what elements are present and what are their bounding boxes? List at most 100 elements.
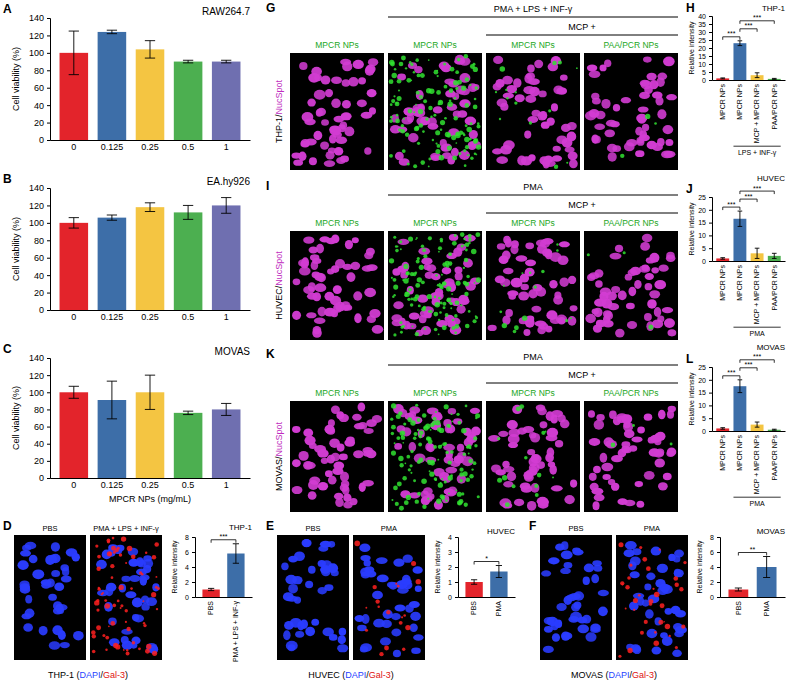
- signal: [402, 279, 404, 281]
- signal: [499, 310, 502, 313]
- signal: [454, 314, 458, 318]
- nucleus: [523, 426, 535, 433]
- y-tick: 10: [698, 402, 712, 409]
- nucleus: [297, 621, 304, 630]
- nucleus: [321, 76, 331, 85]
- tick-label: 6: [185, 549, 189, 556]
- signal: [435, 274, 438, 277]
- signal: [429, 472, 434, 477]
- caption-part: ): [391, 670, 394, 680]
- y-tick: 80: [34, 66, 50, 76]
- signal: [412, 325, 414, 327]
- nucleus: [592, 309, 599, 315]
- signal: [446, 424, 450, 428]
- nucleus: [342, 62, 352, 72]
- nucleus: [470, 408, 480, 414]
- nucleus: [592, 560, 601, 566]
- nucleus: [666, 450, 674, 457]
- signal: [399, 62, 404, 67]
- nucleus: [536, 239, 547, 246]
- axis-line: [455, 538, 459, 598]
- bar: [136, 49, 165, 140]
- nucleus: [152, 583, 159, 591]
- signal: [633, 598, 638, 603]
- signal: [552, 61, 557, 66]
- x-tick: MPCR NPs: [719, 84, 726, 120]
- signal: [475, 232, 480, 237]
- nucleus: [652, 143, 663, 151]
- signal: [618, 655, 621, 658]
- image-background: [486, 401, 580, 512]
- signal: [408, 468, 411, 471]
- signal: [417, 492, 421, 496]
- nucleus: [334, 116, 345, 123]
- signal: [435, 130, 440, 135]
- tick-mark: [47, 70, 50, 71]
- bar-chart: 02040608010012014000.1250.250.51MOVASCel…: [3, 342, 251, 504]
- nucleus: [451, 148, 459, 157]
- nucleus: [352, 237, 359, 243]
- tick-label: 1: [224, 312, 229, 322]
- nucleus: [359, 543, 370, 552]
- error-bar: [145, 203, 155, 212]
- column-label: PMA + LPS + INF-γ: [93, 524, 159, 533]
- nucleus: [306, 312, 316, 318]
- nucleus: [320, 541, 332, 548]
- signal: [415, 283, 420, 288]
- signal: [415, 104, 417, 106]
- tick-mark: [47, 275, 50, 276]
- y-tick: 0: [702, 258, 712, 265]
- y-tick: 40: [34, 101, 50, 111]
- signal: [401, 616, 403, 618]
- nucleus: [560, 75, 568, 81]
- tick-mark: [709, 418, 712, 419]
- nucleus: [303, 237, 314, 244]
- bar: [716, 428, 729, 431]
- row-label-part: MOVAS: [274, 459, 284, 491]
- signal: [427, 498, 429, 500]
- nucleus: [391, 629, 401, 637]
- nucleus: [299, 267, 311, 276]
- tick-mark: [47, 123, 50, 124]
- x-tick: PMA: [495, 601, 502, 617]
- signal: [625, 585, 629, 589]
- y-tick: 25: [698, 37, 712, 44]
- nucleus: [418, 247, 430, 255]
- signal: [472, 319, 476, 323]
- nucleus: [433, 106, 443, 113]
- caption-part: DAPI: [79, 670, 100, 680]
- signal: [408, 288, 412, 292]
- signal: [649, 599, 654, 604]
- bar: [733, 43, 746, 80]
- signal: [412, 408, 414, 410]
- tick-label: 4: [710, 564, 714, 571]
- micrograph: [90, 535, 162, 660]
- signal: [102, 592, 104, 594]
- nucleus: [302, 539, 310, 547]
- x-tick: 0.5: [182, 312, 195, 322]
- signal: [621, 583, 623, 585]
- bar-chart: 0510152025MPCR NPsMPCR NPsMCP + MPCR NPs…: [686, 174, 786, 337]
- nucleus: [366, 450, 377, 458]
- nucleus: [413, 634, 423, 640]
- signal: [633, 609, 635, 611]
- image-background: [584, 231, 678, 340]
- signal: [419, 265, 424, 270]
- signal: [464, 103, 469, 108]
- nucleus: [559, 241, 570, 247]
- tick-mark: [47, 409, 50, 410]
- signal: [476, 277, 481, 282]
- nucleus: [668, 554, 675, 561]
- y-tick: 0: [185, 594, 195, 601]
- nucleus: [510, 245, 518, 254]
- signal: [444, 404, 449, 409]
- tick-mark: [709, 431, 712, 432]
- nucleus: [336, 157, 346, 164]
- signal: [395, 249, 399, 253]
- signal: [411, 561, 416, 566]
- signal: [566, 162, 568, 164]
- signal: [414, 432, 418, 436]
- signal: [397, 585, 400, 588]
- signal: [556, 249, 559, 252]
- chart-title: THP-1: [229, 523, 253, 532]
